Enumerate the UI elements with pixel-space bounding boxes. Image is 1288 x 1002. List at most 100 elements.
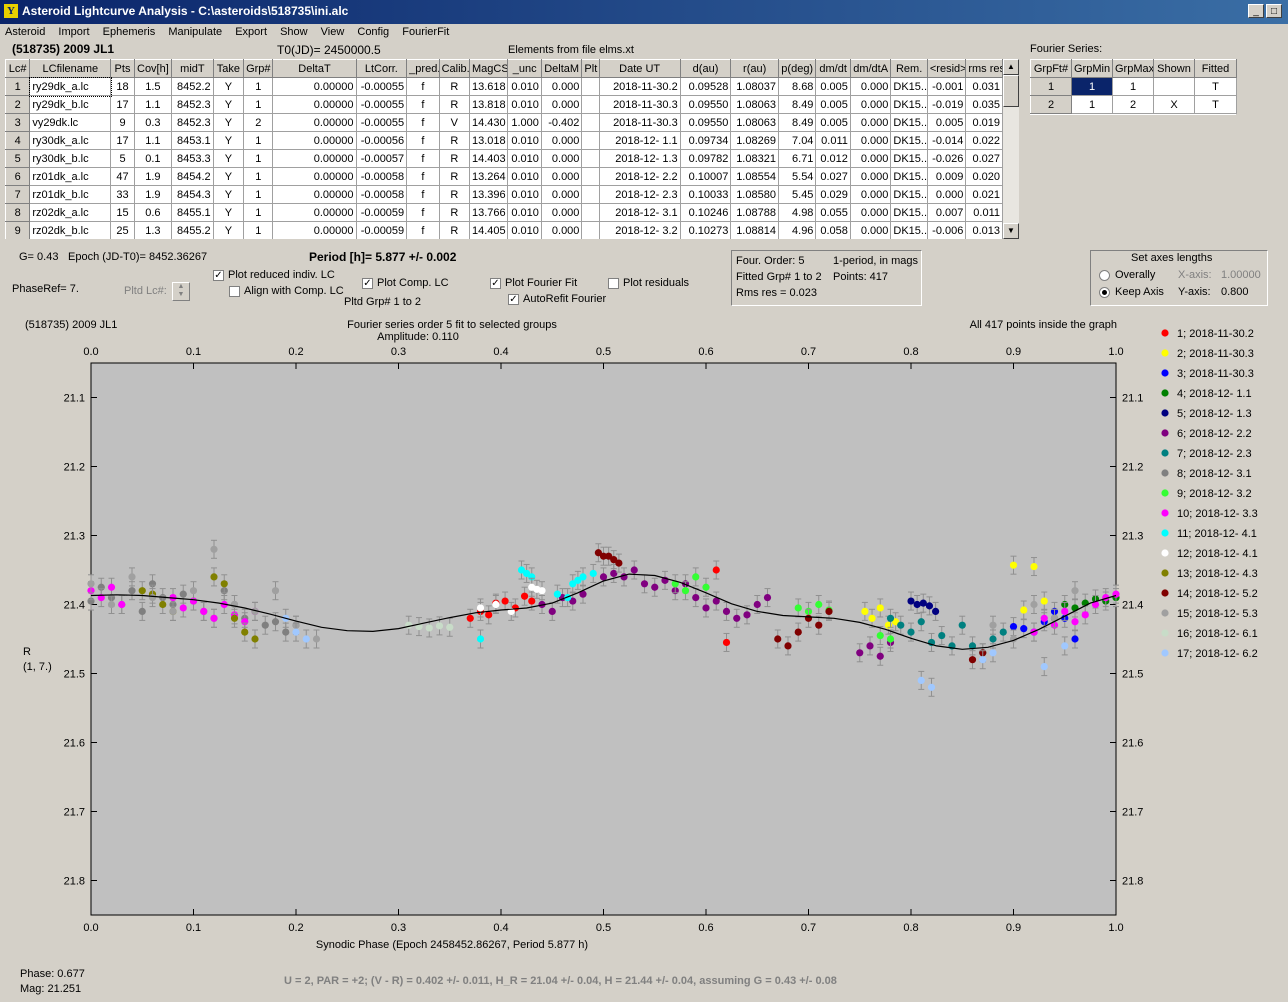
column-header[interactable]: Pts [110, 59, 135, 78]
data-point[interactable] [989, 635, 997, 643]
table-cell[interactable]: 1 [243, 221, 274, 239]
table-cell[interactable]: Y [212, 203, 245, 222]
table-cell[interactable]: 13.766 [468, 203, 509, 222]
data-point[interactable] [138, 587, 146, 595]
table-cell[interactable]: 1.9 [133, 167, 173, 186]
data-point[interactable] [958, 621, 966, 629]
column-header[interactable]: MagCS [468, 59, 509, 78]
data-point[interactable] [886, 614, 895, 622]
data-point[interactable] [702, 604, 710, 612]
data-point[interactable] [938, 631, 946, 640]
row-number[interactable]: 8 [5, 203, 31, 222]
data-point[interactable] [425, 624, 433, 632]
data-point[interactable] [917, 676, 925, 684]
table-cell[interactable]: -0.00057 [355, 149, 408, 168]
table-cell[interactable]: -0.026 [926, 149, 967, 168]
table-cell[interactable]: Y [212, 95, 245, 114]
autorefit-checkbox[interactable]: ✓ AutoRefit Fourier [508, 293, 606, 305]
table-cell[interactable]: 8.49 [777, 113, 817, 132]
table-cell[interactable]: f [406, 203, 440, 222]
table-cell[interactable]: 8453.3 [171, 149, 214, 168]
table-cell[interactable]: 0.010 [507, 203, 542, 222]
table-cell[interactable]: 0.000 [849, 95, 892, 114]
table-cell[interactable]: f [406, 149, 440, 168]
data-point[interactable] [210, 614, 218, 622]
data-point[interactable] [589, 569, 597, 578]
table-cell[interactable]: 17 [110, 95, 135, 114]
table-cell[interactable]: 13.264 [468, 167, 509, 186]
table-cell[interactable]: 8455.2 [171, 221, 214, 239]
lightcurve-chart[interactable]: (518735) 2009 JL1 Fourier series order 5… [19, 313, 1269, 958]
menu-import[interactable]: Import [58, 26, 90, 38]
column-header[interactable]: Date UT [598, 59, 681, 78]
table-cell[interactable]: 0.000 [540, 95, 583, 114]
data-point[interactable] [282, 628, 290, 636]
table-cell[interactable]: f [406, 113, 440, 132]
table-cell[interactable]: 1 [243, 167, 274, 186]
column-header[interactable]: dm/dt [815, 59, 851, 78]
table-cell[interactable]: 1 [1071, 95, 1113, 114]
table-cell[interactable]: 0.09782 [679, 149, 732, 168]
table-cell[interactable]: ry30dk_b.lc [29, 149, 112, 168]
table-cell[interactable]: 0.055 [815, 203, 851, 222]
data-point[interactable] [220, 580, 228, 588]
data-point[interactable] [466, 614, 474, 622]
table-cell[interactable]: -0.00058 [355, 167, 408, 186]
data-point[interactable] [599, 552, 608, 560]
scroll-down-icon[interactable]: ▼ [1003, 223, 1019, 239]
table-cell[interactable]: 1 [1112, 77, 1154, 96]
table-cell[interactable]: 0.000 [849, 77, 892, 96]
table-cell[interactable]: 8452.3 [171, 113, 214, 132]
table-cell[interactable]: 13.018 [468, 131, 509, 150]
data-point[interactable] [1040, 597, 1048, 605]
table-cell[interactable]: 0.011 [965, 203, 1003, 222]
table-cell[interactable]: 1.08063 [730, 95, 779, 114]
table-cell[interactable]: 0.000 [926, 185, 967, 204]
data-point[interactable] [476, 635, 485, 643]
table-cell[interactable]: R [438, 185, 470, 204]
table-cell[interactable]: 1.08814 [730, 221, 779, 239]
data-point[interactable] [712, 597, 720, 605]
data-point[interactable] [989, 649, 997, 657]
data-point[interactable] [722, 607, 731, 615]
table-cell[interactable]: 33 [110, 185, 135, 204]
column-header[interactable]: p(deg) [777, 59, 817, 78]
table-cell[interactable]: R [438, 203, 470, 222]
table-cell[interactable]: 1.1 [133, 131, 173, 150]
table-cell[interactable]: 0.000 [540, 149, 583, 168]
data-point[interactable] [1061, 607, 1069, 615]
table-row[interactable]: 2 ry29dk_b.lc 17 1.1 8452.3 Y 1 0.00000 -0.00055… [5, 95, 1003, 114]
table-cell[interactable]: 2018-12- 1.3 [598, 149, 681, 168]
table-cell[interactable]: 2018-12- 3.2 [598, 221, 681, 239]
table-cell[interactable]: 0.000 [540, 185, 583, 204]
column-header[interactable]: GrpFt# [1030, 59, 1072, 78]
data-point[interactable] [599, 573, 608, 581]
column-header[interactable]: Rem. [890, 59, 928, 78]
table-cell[interactable] [581, 221, 600, 239]
table-cell[interactable]: 0.09528 [679, 77, 732, 96]
table-cell[interactable]: 0.00000 [272, 95, 357, 114]
table-cell[interactable]: 0.010 [507, 167, 542, 186]
data-point[interactable] [230, 614, 239, 622]
table-cell[interactable]: ry29dk_a.lc [28, 76, 112, 97]
data-point[interactable] [446, 623, 454, 631]
data-point[interactable] [538, 587, 546, 595]
table-cell[interactable]: 2018-12- 1.1 [598, 131, 681, 150]
menu-view[interactable]: View [320, 26, 345, 38]
menu-config[interactable]: Config [357, 26, 390, 38]
table-cell[interactable]: 1 [1071, 77, 1113, 96]
scroll-up-icon[interactable]: ▲ [1003, 59, 1019, 75]
table-cell[interactable]: DK15... [890, 149, 928, 168]
table-row[interactable]: 1 ry29dk_a.lc 18 1.5 8452.2 Y 1 0.00000 -0.00055… [5, 76, 1003, 97]
table-cell[interactable]: -0.402 [540, 113, 583, 132]
plot-area[interactable] [90, 362, 1117, 916]
plot-fourier-checkbox[interactable]: ✓ Plot Fourier Fit [490, 277, 577, 289]
data-point[interactable] [856, 649, 864, 657]
column-header[interactable]: <resid> [926, 59, 967, 78]
table-cell[interactable]: 5 [110, 149, 135, 168]
data-point[interactable] [610, 569, 618, 578]
column-header[interactable]: _unc [507, 59, 542, 78]
table-cell[interactable]: 13.818 [468, 95, 509, 114]
table-cell[interactable]: rz02dk_a.lc [29, 203, 112, 222]
